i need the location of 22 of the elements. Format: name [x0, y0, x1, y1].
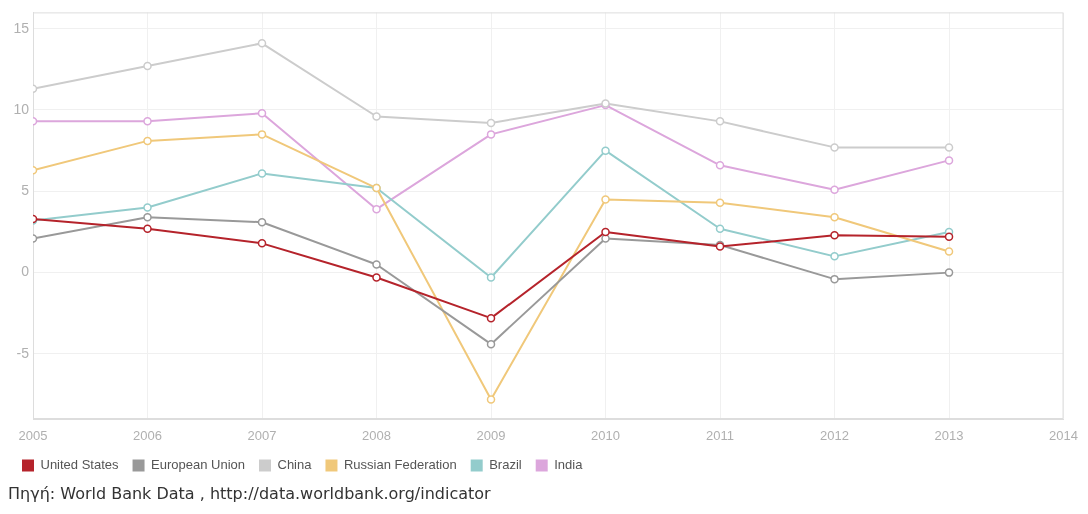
x-tick-label: 2011 — [706, 428, 735, 444]
y-tick-label: 10 — [13, 100, 30, 117]
x-tick-label: 2006 — [133, 428, 162, 444]
y-tick-label: 15 — [13, 19, 30, 36]
text: Πηγή: World Bank Data , http://data.worldbank.org/indicator — [8, 484, 491, 503]
legend-label: European Union — [151, 457, 246, 473]
y-tick-label: 5 — [21, 182, 30, 199]
x-tick-label: 2007 — [247, 428, 277, 444]
y-tick-label: 0 — [21, 263, 30, 280]
x-tick-label: 2013 — [934, 428, 964, 444]
x-tick-label: 2009 — [476, 428, 506, 444]
legend-label: India — [554, 457, 584, 473]
x-tick-label: 2010 — [591, 428, 620, 444]
y-tick-label: -5 — [16, 344, 30, 361]
legend-label: China — [277, 457, 313, 473]
x-tick-label: 2005 — [18, 428, 48, 444]
x-tick-label: 2014 — [1049, 428, 1078, 444]
x-tick-label: 2008 — [362, 428, 391, 444]
x-tick-label: 2012 — [820, 428, 849, 444]
legend-label: United States — [40, 457, 120, 473]
legend-label: Russian Federation — [343, 457, 457, 473]
legend-label: Brazil — [489, 457, 522, 473]
